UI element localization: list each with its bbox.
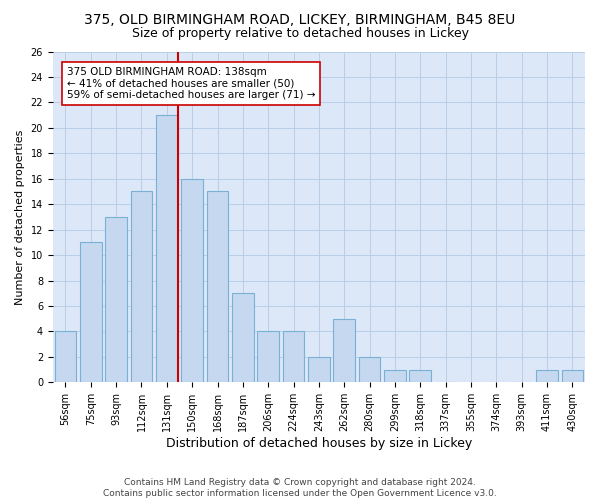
Bar (181, 178, 203, 382)
Bar (55, 332, 76, 382)
X-axis label: Distribution of detached houses by size in Lickey: Distribution of detached houses by size … (166, 437, 472, 450)
Bar (207, 192, 228, 382)
Bar (334, 318, 355, 382)
Bar (232, 294, 254, 382)
Bar (156, 115, 178, 382)
Bar (131, 192, 152, 382)
Bar (106, 217, 127, 382)
Bar (80, 242, 101, 382)
Text: 375, OLD BIRMINGHAM ROAD, LICKEY, BIRMINGHAM, B45 8EU: 375, OLD BIRMINGHAM ROAD, LICKEY, BIRMIN… (85, 12, 515, 26)
Y-axis label: Number of detached properties: Number of detached properties (15, 129, 25, 304)
Text: Contains HM Land Registry data © Crown copyright and database right 2024.
Contai: Contains HM Land Registry data © Crown c… (103, 478, 497, 498)
Bar (308, 357, 329, 382)
Bar (359, 357, 380, 382)
Bar (562, 370, 583, 382)
Bar (536, 370, 558, 382)
Text: 375 OLD BIRMINGHAM ROAD: 138sqm
← 41% of detached houses are smaller (50)
59% of: 375 OLD BIRMINGHAM ROAD: 138sqm ← 41% of… (67, 67, 315, 100)
Bar (283, 332, 304, 382)
Bar (384, 370, 406, 382)
Text: Size of property relative to detached houses in Lickey: Size of property relative to detached ho… (131, 28, 469, 40)
Bar (409, 370, 431, 382)
Bar (257, 332, 279, 382)
